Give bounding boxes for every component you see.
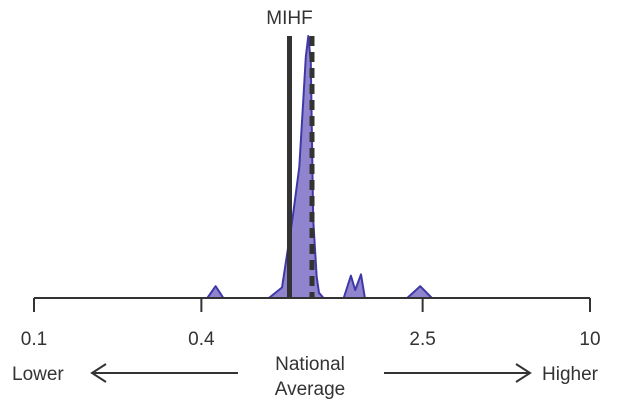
reference-lines: MIHF <box>266 8 315 298</box>
reference-line-label-0: MIHF <box>266 8 312 29</box>
right-arrow-icon <box>384 363 532 383</box>
direction-label-lower: Lower <box>12 364 64 385</box>
density-area-0 <box>206 35 433 299</box>
left-arrow-icon <box>90 363 238 383</box>
x-tick-label-3: 10 <box>579 329 600 350</box>
national-average-label-line-1: National <box>275 354 345 375</box>
x-tick-label-0: 0.1 <box>21 329 47 350</box>
x-tick-label-2: 2.5 <box>409 329 435 350</box>
national-average-label-line-2: Average <box>275 379 345 400</box>
x-tick-label-1: 0.4 <box>188 329 215 350</box>
density-layer <box>206 35 433 299</box>
x-axis-ticks: 0.1 0.4 2.5 10 <box>21 298 601 350</box>
direction-label-higher: Higher <box>542 364 599 385</box>
